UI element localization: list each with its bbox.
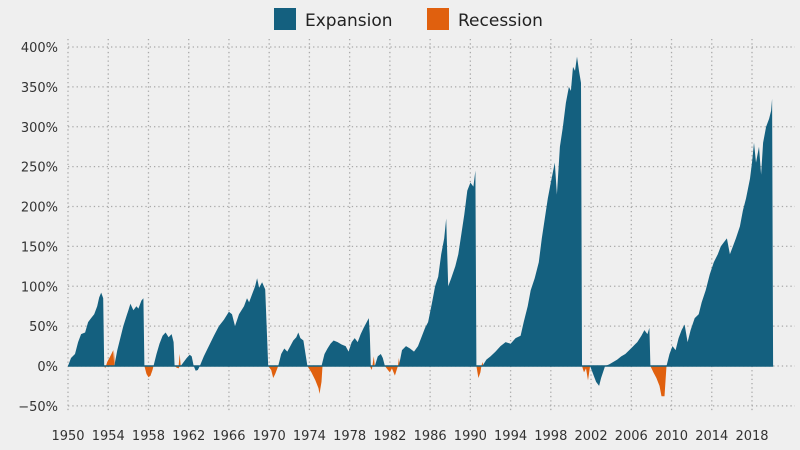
recession-area [481, 362, 484, 366]
x-tick-label: 2002 [575, 429, 608, 444]
recession-area [104, 350, 115, 369]
y-tick-label: 0% [37, 360, 58, 375]
expansion-area [114, 298, 145, 366]
recession-area [650, 366, 667, 397]
legend: Expansion Recession [274, 8, 543, 31]
x-axis-ticks: 1950 1954 1958 1962 1966 1970 1974 1978 1982 1986… [51, 429, 768, 444]
y-tick-label: −50% [18, 400, 58, 415]
y-axis-ticks: 400% 350% 300% 250% 200% 150% 100% 50% 0% −50% [18, 41, 58, 415]
legend-swatch-recession [427, 8, 449, 30]
recession-area [307, 366, 323, 394]
y-tick-label: 50% [29, 320, 58, 335]
legend-label-recession: Recession [458, 11, 543, 31]
expansion-area [153, 332, 175, 366]
x-tick-label: 1950 [51, 429, 84, 444]
expansion-area [278, 332, 308, 366]
recession-area [476, 366, 482, 378]
recession-area [178, 354, 181, 366]
y-tick-label: 400% [21, 41, 58, 56]
y-tick-label: 150% [21, 240, 58, 255]
x-tick-label: 1958 [132, 429, 165, 444]
expansion-area [180, 278, 269, 371]
x-tick-label: 1970 [253, 429, 286, 444]
y-tick-label: 300% [21, 121, 58, 136]
x-tick-label: 2006 [615, 429, 648, 444]
data-areas [68, 56, 774, 397]
expansion-area [68, 292, 105, 366]
x-tick-label: 1994 [494, 429, 527, 444]
x-tick-label: 1974 [293, 429, 326, 444]
expansion-area [666, 98, 774, 367]
legend-label-expansion: Expansion [305, 11, 393, 31]
expansion-area [398, 170, 477, 366]
x-tick-label: 1966 [212, 429, 245, 444]
y-tick-label: 100% [21, 280, 58, 295]
x-tick-label: 2010 [655, 429, 688, 444]
y-tick-label: 250% [21, 161, 58, 176]
gridlines [67, 39, 795, 413]
x-tick-label: 1978 [333, 429, 366, 444]
recession-area [268, 366, 279, 378]
x-tick-label: 1954 [92, 429, 125, 444]
legend-swatch-expansion [274, 8, 296, 30]
expansion-area [374, 354, 385, 366]
x-tick-label: 1990 [454, 429, 487, 444]
expansion-area [321, 318, 371, 366]
recession-area [144, 366, 154, 378]
expansion-area [590, 327, 651, 386]
x-tick-label: 1982 [373, 429, 406, 444]
x-tick-label: 1998 [534, 429, 567, 444]
x-tick-label: 2014 [695, 429, 728, 444]
recession-area [384, 366, 398, 376]
y-tick-label: 350% [21, 81, 58, 96]
x-tick-label: 1962 [172, 429, 205, 444]
x-tick-label: 2018 [735, 429, 768, 444]
y-tick-label: 200% [21, 201, 58, 216]
x-tick-label: 1986 [414, 429, 447, 444]
expansion-area [482, 56, 582, 366]
recession-area [582, 366, 591, 381]
